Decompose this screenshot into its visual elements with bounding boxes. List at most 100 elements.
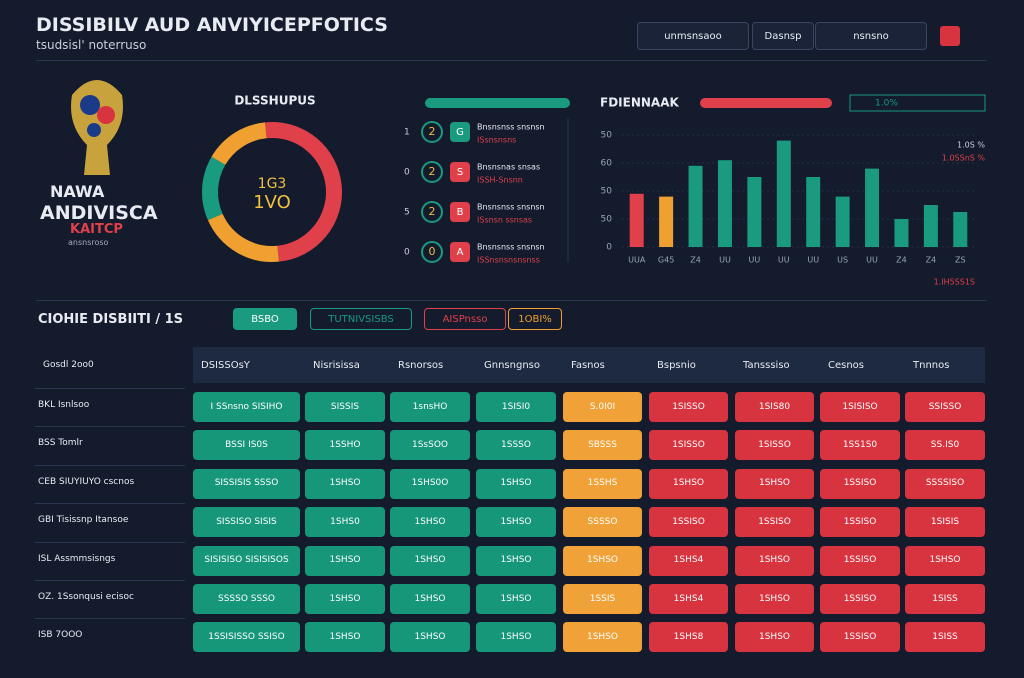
icon-text: B: [457, 207, 464, 218]
menu-button[interactable]: unmsnsaoo: [637, 22, 749, 50]
badge: [421, 241, 443, 263]
table-cell: 1SHSO: [476, 507, 556, 538]
table-cell: 1SSISO: [649, 507, 728, 538]
table-cell: 1SHSO: [649, 468, 728, 499]
row-label: GBI Tisissnp Itansoe: [38, 515, 129, 526]
row-label: BKL Isnlsoo: [38, 400, 90, 410]
table-cell: 1SISI0: [476, 392, 556, 422]
tab[interactable]: AISPnsso: [424, 308, 506, 330]
table-cell: 1SHSO: [305, 584, 385, 614]
badge-text: 2: [429, 125, 436, 138]
donut-center: 1G3: [258, 176, 287, 192]
badge-text: 2: [429, 165, 436, 178]
table-cell: 1SISS: [905, 622, 985, 653]
chart-title: FDIENNAAK: [600, 96, 679, 110]
tab[interactable]: BSBO: [233, 308, 297, 330]
list-number: 0: [404, 248, 410, 258]
table-cell: 1SHSO: [390, 622, 470, 653]
legend-text: 1.0SSnS %: [942, 154, 986, 163]
table-cell: 1SHSO: [476, 584, 556, 614]
icon-text: S: [457, 167, 463, 178]
badge: [421, 121, 443, 143]
table-cell: SBSSS: [563, 430, 642, 461]
bar: [865, 168, 880, 247]
table-cell: 1SISSO: [649, 392, 728, 422]
column-header: Gnnsngnso: [476, 347, 563, 383]
table-cell: 1SSISO: [820, 622, 900, 653]
list-text: Bnsnsnss snsnsn: [477, 123, 545, 132]
icon[interactable]: [940, 26, 960, 46]
table-cell: SSISSO: [905, 392, 985, 422]
donut-segment: [207, 213, 279, 262]
bar: [835, 196, 850, 247]
y-tick-label: 50: [601, 215, 613, 225]
list-text: ISSH-Snsnn: [477, 176, 523, 185]
column-header: Fasnos: [563, 347, 649, 383]
table-cell: 1SISS: [905, 584, 985, 614]
icon-box: [450, 162, 470, 182]
donut-center: 1VO: [253, 192, 291, 213]
column-header: DSISSOsY: [193, 347, 305, 383]
progress-bar: [700, 98, 832, 108]
table-cell: 1SIS80: [735, 392, 814, 422]
table-cell: 1SHSO: [476, 545, 556, 576]
donut-segment: [211, 122, 267, 166]
menu-button[interactable]: nsnsno: [815, 22, 927, 50]
x-tick-label: UU: [778, 256, 790, 265]
logo-trophy: [71, 80, 123, 175]
table-cell: 1SSISO: [820, 468, 900, 499]
x-tick-label: G45: [658, 256, 674, 265]
table-cell: SSSSO: [563, 507, 642, 538]
badge: [421, 161, 443, 183]
table-cell: 1SHSO: [305, 622, 385, 653]
x-tick-label: US: [837, 256, 848, 265]
y-tick-label: 0: [606, 243, 612, 253]
table-cell: 1SHSO: [563, 622, 642, 653]
list-text: ISSnsnsnsnsnss: [477, 256, 540, 265]
title: DISSIBILV AUD ANVIYICEPFOTICS: [36, 14, 388, 36]
x-tick-label: Z4: [926, 256, 937, 265]
x-tick-label: UU: [719, 256, 731, 265]
table-cell: BSSI IS0S: [193, 430, 300, 461]
table-cell: 1SSISO: [735, 507, 814, 538]
icon-box: [450, 242, 470, 262]
table-cell: 1SSISO: [820, 584, 900, 614]
row-divider: [35, 503, 185, 505]
tab[interactable]: 1OBI%: [508, 308, 562, 330]
list-number: 5: [404, 208, 410, 218]
icon-text: G: [456, 127, 464, 138]
bar: [953, 212, 968, 247]
table-cell: 1SHSO: [390, 584, 470, 614]
row-label: ISB 7OOO: [38, 630, 83, 641]
table-cell: 1SSHO: [305, 430, 385, 461]
table-cell: 1SISIS: [905, 507, 985, 538]
bar: [659, 196, 674, 247]
row-divider: [35, 426, 185, 428]
x-tick-label: UU: [866, 256, 878, 265]
table-cell: 1SHSO: [476, 468, 556, 499]
table-cell: 1snsHO: [390, 392, 470, 422]
x-tick-label: ZS: [955, 256, 966, 265]
tab[interactable]: TUTNIVSISBS: [310, 308, 412, 330]
table-cell: 1SHS8: [649, 622, 728, 653]
table-cell: 1SHSO: [735, 622, 814, 653]
bar: [776, 140, 791, 247]
donut-segment: [265, 122, 342, 262]
list-text: ISsnsnsns: [477, 136, 516, 145]
table-cell: SSSSO SSSO: [193, 584, 300, 614]
row-divider: [35, 580, 185, 581]
bar: [747, 177, 762, 247]
x-tick-label: Z4: [690, 256, 701, 265]
table-cell: SISSIS: [305, 392, 385, 422]
bar: [717, 160, 732, 247]
table-cell: 1SHS0O: [390, 468, 470, 499]
table-cell: 1SSISO: [820, 545, 900, 576]
x-tick-label: Z4: [896, 256, 907, 265]
badge: [421, 201, 443, 223]
menu-button[interactable]: Dasnsp: [752, 22, 814, 50]
logo-text: ansnsroso: [68, 238, 109, 247]
logo-text: ANDIVISCA: [40, 202, 158, 224]
table-cell: 1SISSO: [735, 430, 814, 461]
